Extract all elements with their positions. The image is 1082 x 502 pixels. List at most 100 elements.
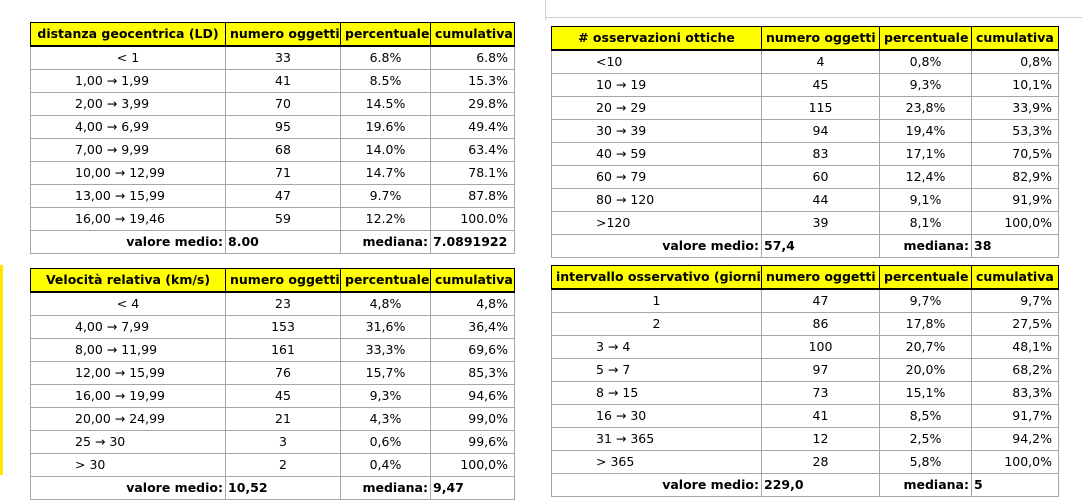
summary-row: valore medio: 8.00 mediana: 7.0891922 bbox=[30, 230, 515, 254]
table-row: 13,00 → 15,99 47 9.7% 87.8% bbox=[30, 184, 515, 208]
header-cell: cumulativa bbox=[430, 22, 515, 47]
table-row: < 4 23 4,8% 4,8% bbox=[30, 291, 515, 316]
selection-stripe bbox=[0, 265, 3, 475]
table-row: > 30 2 0,4% 100,0% bbox=[30, 453, 515, 477]
optical-observations-table: # osservazioni ottiche numero oggetti pe… bbox=[551, 26, 1059, 258]
range-cell: 30 → 39 bbox=[551, 119, 762, 143]
range-cell: 25 → 30 bbox=[30, 430, 226, 454]
percent-cell: 8,1% bbox=[879, 211, 972, 235]
range-cell: <10 bbox=[551, 49, 762, 74]
range-cell: 3 → 4 bbox=[551, 335, 762, 359]
percent-cell: 8,5% bbox=[879, 404, 972, 428]
count-cell: 47 bbox=[761, 288, 880, 313]
range-cell: 16 → 30 bbox=[551, 404, 762, 428]
range-cell: >120 bbox=[551, 211, 762, 235]
range-cell: 20,00 → 24,99 bbox=[30, 407, 226, 431]
percent-cell: 0,4% bbox=[340, 453, 431, 477]
cumulative-cell: 36,4% bbox=[430, 315, 515, 339]
range-cell: < 4 bbox=[30, 291, 226, 316]
count-cell: 83 bbox=[761, 142, 880, 166]
range-cell: 16,00 → 19,46 bbox=[30, 207, 226, 231]
count-cell: 39 bbox=[761, 211, 880, 235]
cumulative-cell: 6.8% bbox=[430, 45, 515, 70]
median-value: 7.0891922 bbox=[430, 230, 515, 254]
count-cell: 68 bbox=[225, 138, 341, 162]
cumulative-cell: 48,1% bbox=[971, 335, 1059, 359]
percent-cell: 17,8% bbox=[879, 312, 972, 336]
range-cell: 31 → 365 bbox=[551, 427, 762, 451]
observation-interval-table: intervallo osservativo (giorni) numero o… bbox=[551, 265, 1059, 497]
table-row: 2,00 → 3,99 70 14.5% 29.8% bbox=[30, 92, 515, 116]
count-cell: 153 bbox=[225, 315, 341, 339]
percent-cell: 9,3% bbox=[340, 384, 431, 408]
count-cell: 94 bbox=[761, 119, 880, 143]
median-value: 9,47 bbox=[430, 476, 515, 500]
table-row: 4,00 → 7,99 153 31,6% 36,4% bbox=[30, 315, 515, 339]
count-cell: 41 bbox=[225, 69, 341, 93]
table-row: >120 39 8,1% 100,0% bbox=[551, 211, 1059, 235]
median-value: 38 bbox=[971, 234, 1059, 258]
header-cell: percentuale bbox=[879, 265, 972, 290]
header-cell: cumulativa bbox=[971, 26, 1059, 51]
count-cell: 41 bbox=[761, 404, 880, 428]
header-cell: intervallo osservativo (giorni) bbox=[551, 265, 762, 290]
table-row: 12,00 → 15,99 76 15,7% 85,3% bbox=[30, 361, 515, 385]
header-cell: percentuale bbox=[879, 26, 972, 51]
count-cell: 86 bbox=[761, 312, 880, 336]
sheet-divider-vertical bbox=[545, 0, 546, 20]
summary-row: valore medio: 10,52 mediana: 9,47 bbox=[30, 476, 515, 500]
cumulative-cell: 15.3% bbox=[430, 69, 515, 93]
cumulative-cell: 69,6% bbox=[430, 338, 515, 362]
percent-cell: 14.7% bbox=[340, 161, 431, 185]
range-cell: 40 → 59 bbox=[551, 142, 762, 166]
mean-value: 57,4 bbox=[761, 234, 880, 258]
cumulative-cell: 94,6% bbox=[430, 384, 515, 408]
count-cell: 161 bbox=[225, 338, 341, 362]
table-header-row: Velocità relativa (km/s) numero oggetti … bbox=[30, 268, 515, 293]
cumulative-cell: 91,9% bbox=[971, 188, 1059, 212]
cumulative-cell: 63.4% bbox=[430, 138, 515, 162]
relative-velocity-table: Velocità relativa (km/s) numero oggetti … bbox=[30, 268, 515, 500]
range-cell: 13,00 → 15,99 bbox=[30, 184, 226, 208]
cumulative-cell: 53,3% bbox=[971, 119, 1059, 143]
table-row: < 1 33 6.8% 6.8% bbox=[30, 45, 515, 70]
range-cell: 8,00 → 11,99 bbox=[30, 338, 226, 362]
table-row: 20 → 29 115 23,8% 33,9% bbox=[551, 96, 1059, 120]
header-cell: Velocità relativa (km/s) bbox=[30, 268, 226, 293]
cumulative-cell: 94,2% bbox=[971, 427, 1059, 451]
cumulative-cell: 68,2% bbox=[971, 358, 1059, 382]
table-row: 16,00 → 19,99 45 9,3% 94,6% bbox=[30, 384, 515, 408]
range-cell: 5 → 7 bbox=[551, 358, 762, 382]
distance-table: distanza geocentrica (LD) numero oggetti… bbox=[30, 22, 515, 254]
percent-cell: 17,1% bbox=[879, 142, 972, 166]
table-row: 30 → 39 94 19,4% 53,3% bbox=[551, 119, 1059, 143]
median-value: 5 bbox=[971, 473, 1059, 497]
percent-cell: 9,1% bbox=[879, 188, 972, 212]
percent-cell: 0,8% bbox=[879, 49, 972, 74]
count-cell: 23 bbox=[225, 291, 341, 316]
percent-cell: 2,5% bbox=[879, 427, 972, 451]
percent-cell: 5,8% bbox=[879, 450, 972, 474]
table-row: 2 86 17,8% 27,5% bbox=[551, 312, 1059, 336]
range-cell: > 365 bbox=[551, 450, 762, 474]
percent-cell: 15,7% bbox=[340, 361, 431, 385]
count-cell: 47 bbox=[225, 184, 341, 208]
count-cell: 70 bbox=[225, 92, 341, 116]
count-cell: 73 bbox=[761, 381, 880, 405]
cumulative-cell: 87.8% bbox=[430, 184, 515, 208]
table-row: 40 → 59 83 17,1% 70,5% bbox=[551, 142, 1059, 166]
count-cell: 45 bbox=[225, 384, 341, 408]
cumulative-cell: 29.8% bbox=[430, 92, 515, 116]
percent-cell: 19.6% bbox=[340, 115, 431, 139]
mean-label: valore medio: bbox=[551, 234, 762, 258]
count-cell: 76 bbox=[225, 361, 341, 385]
mean-label: valore medio: bbox=[551, 473, 762, 497]
range-cell: 10,00 → 12,99 bbox=[30, 161, 226, 185]
table-row: > 365 28 5,8% 100,0% bbox=[551, 450, 1059, 474]
range-cell: 20 → 29 bbox=[551, 96, 762, 120]
table-row: 3 → 4 100 20,7% 48,1% bbox=[551, 335, 1059, 359]
percent-cell: 12.2% bbox=[340, 207, 431, 231]
table-row: 8,00 → 11,99 161 33,3% 69,6% bbox=[30, 338, 515, 362]
header-cell: cumulativa bbox=[430, 268, 515, 293]
median-label: mediana: bbox=[340, 230, 431, 254]
